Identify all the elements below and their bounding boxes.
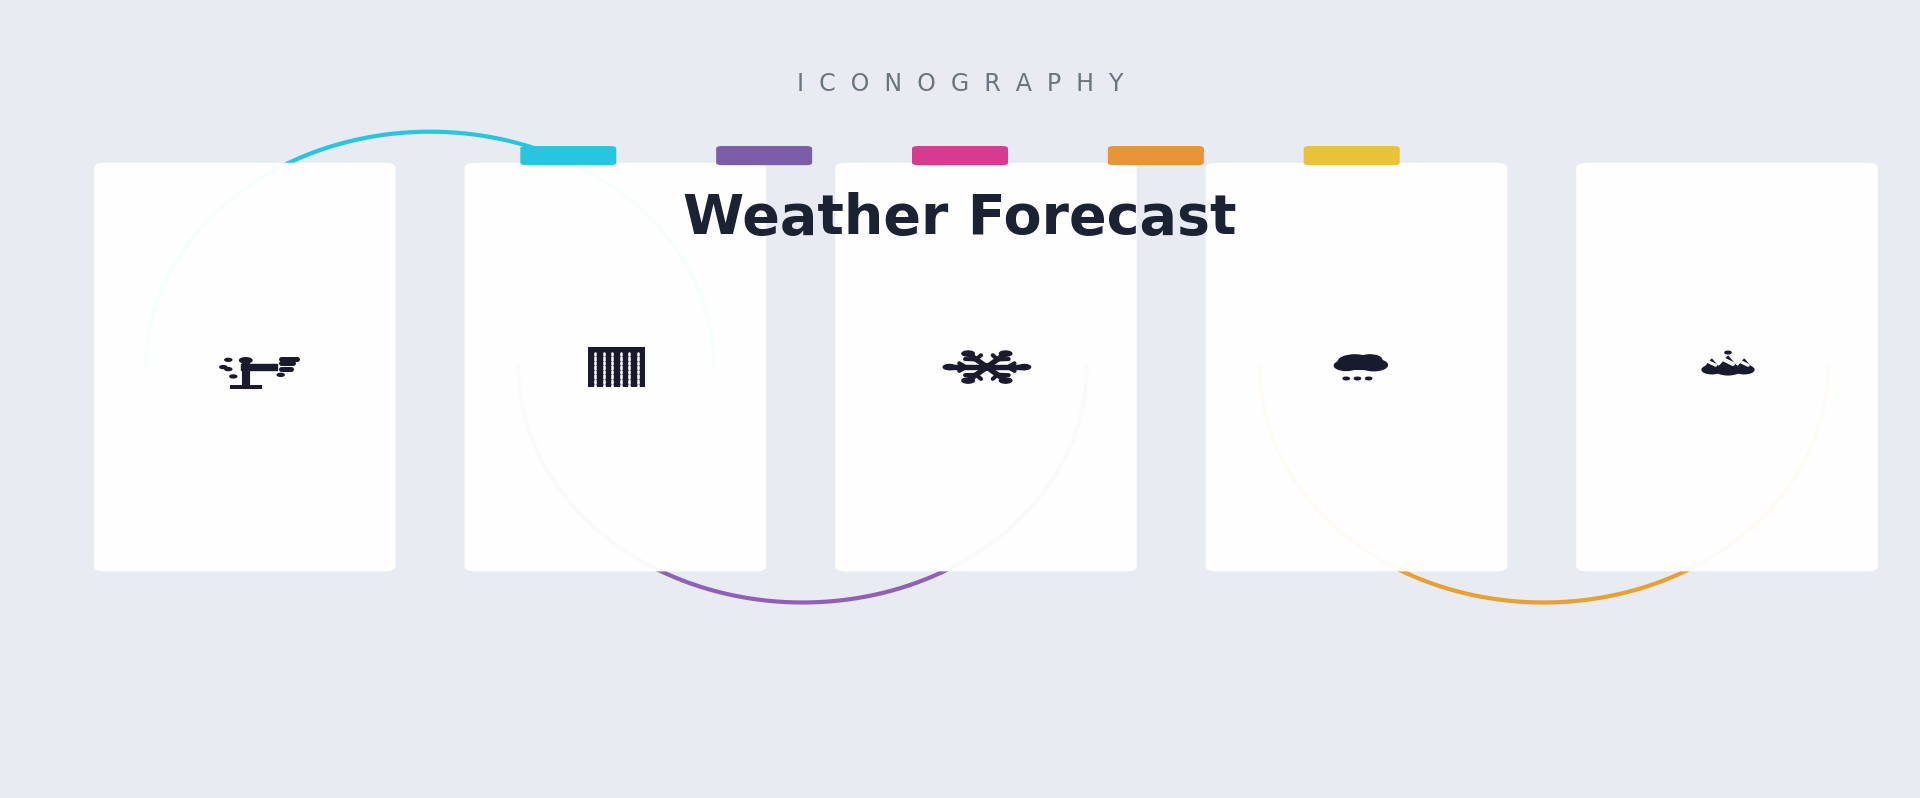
FancyBboxPatch shape (716, 146, 812, 165)
Circle shape (1734, 365, 1755, 373)
Bar (230, 385, 261, 389)
Bar (1342, 364, 1377, 370)
Circle shape (230, 375, 236, 378)
Circle shape (1724, 351, 1732, 354)
FancyBboxPatch shape (835, 163, 1137, 571)
Text: Weather Forecast: Weather Forecast (684, 192, 1236, 247)
FancyBboxPatch shape (1576, 163, 1878, 571)
Circle shape (1018, 365, 1031, 369)
FancyBboxPatch shape (912, 146, 1008, 165)
Circle shape (276, 373, 284, 377)
Circle shape (1000, 351, 1012, 356)
Circle shape (1334, 361, 1357, 370)
Polygon shape (240, 364, 276, 370)
Circle shape (943, 365, 956, 369)
Circle shape (282, 362, 290, 365)
Circle shape (1344, 377, 1350, 380)
Circle shape (225, 358, 232, 361)
FancyBboxPatch shape (520, 146, 616, 165)
Polygon shape (1736, 359, 1753, 369)
FancyBboxPatch shape (1304, 146, 1400, 165)
Circle shape (225, 368, 232, 370)
Bar (588, 347, 645, 387)
Circle shape (962, 378, 973, 383)
FancyBboxPatch shape (94, 163, 396, 571)
Circle shape (1365, 377, 1371, 380)
FancyBboxPatch shape (1108, 146, 1204, 165)
Polygon shape (1703, 359, 1720, 369)
Circle shape (1354, 377, 1361, 380)
Circle shape (962, 351, 973, 356)
Circle shape (1701, 365, 1722, 373)
Circle shape (219, 365, 227, 369)
Polygon shape (1716, 356, 1740, 369)
FancyBboxPatch shape (465, 163, 766, 571)
Circle shape (1338, 355, 1371, 369)
Circle shape (1716, 365, 1740, 375)
Circle shape (240, 358, 252, 363)
Circle shape (1000, 378, 1012, 383)
FancyBboxPatch shape (1206, 163, 1507, 571)
Circle shape (1359, 359, 1388, 371)
Circle shape (979, 364, 995, 370)
Text: I  C  O  N  O  G  R  A  P  H  Y: I C O N O G R A P H Y (797, 72, 1123, 96)
Circle shape (1357, 355, 1382, 365)
